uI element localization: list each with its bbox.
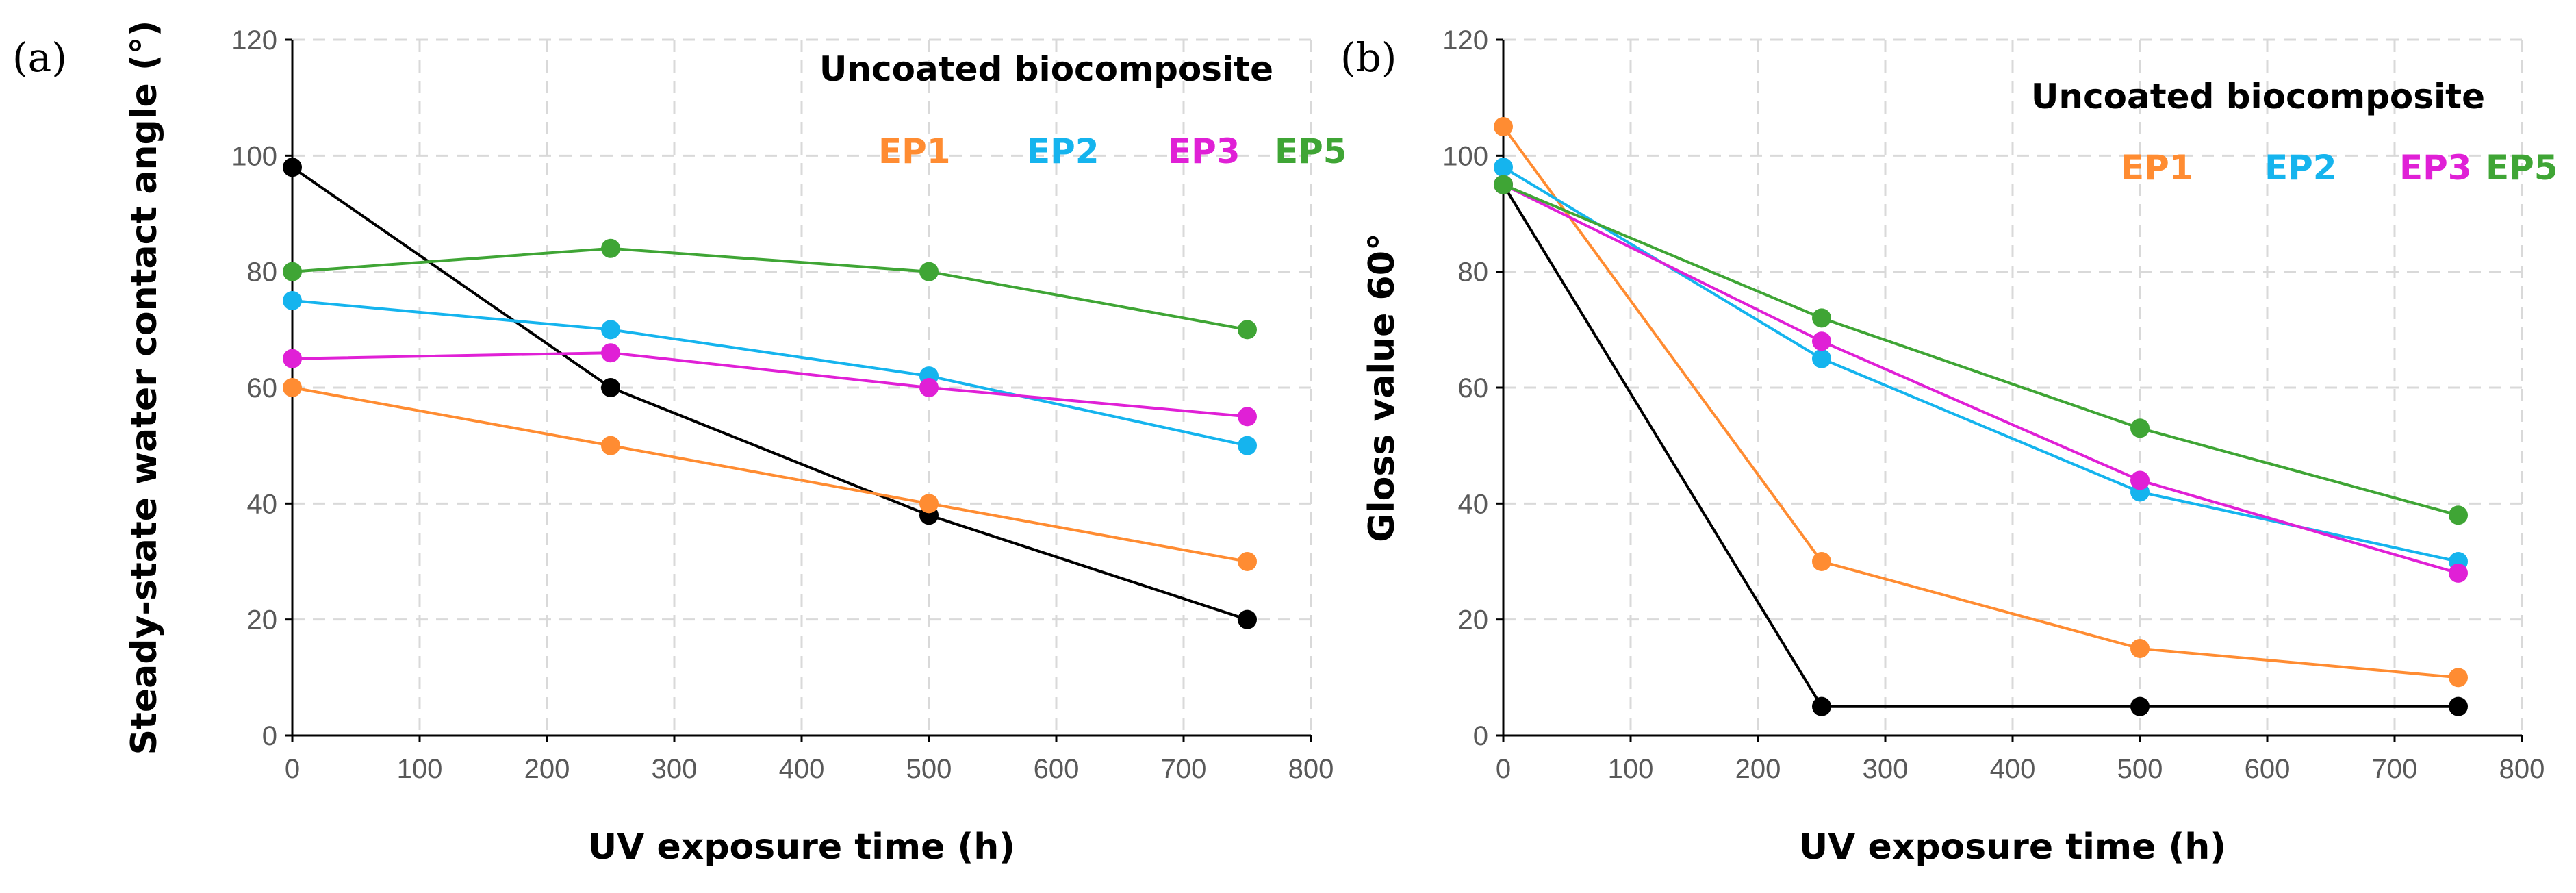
chart-panel-b: 0 20 40 60 80 100 120 0 100 200 300 400 500 600 700 800… xyxy=(1340,25,2558,868)
data-point-ep3 xyxy=(2130,470,2150,490)
data-point-ep1 xyxy=(1494,117,1513,136)
x-tick-label: 200 xyxy=(1735,754,1781,784)
legend-entry-ep3: EP3 xyxy=(1168,131,1240,171)
legend-entry-ep2: EP2 xyxy=(1027,131,1099,171)
x-tick-label: 0 xyxy=(1496,754,1511,784)
y-tick-label: 120 xyxy=(231,25,277,55)
x-tick-label: 600 xyxy=(1034,754,1080,784)
x-tick-label: 400 xyxy=(1990,754,2036,784)
y-tick-label: 20 xyxy=(247,605,278,636)
legend-entry-ep1: EP1 xyxy=(2121,148,2193,188)
data-point-uncoated-biocomposite xyxy=(2130,696,2150,716)
data-point-ep3 xyxy=(919,378,939,397)
y-tick-label: 80 xyxy=(1458,257,1489,288)
data-point-ep5 xyxy=(2449,505,2468,525)
x-tick-label: 800 xyxy=(2499,754,2545,784)
data-point-ep1 xyxy=(2130,639,2150,658)
legend-entry-uncoated: Uncoated biocomposite xyxy=(2031,77,2485,116)
series-line-ep5 xyxy=(292,247,1248,331)
x-tick-label: 200 xyxy=(524,754,570,784)
chart-panel-a: 0 20 40 60 80 100 120 0 100 200 300 400 500 600 700 800… xyxy=(12,21,1347,868)
legend-entry-ep5: EP5 xyxy=(2486,148,2558,188)
data-point-ep1 xyxy=(283,378,302,397)
y-tick-label: 60 xyxy=(247,373,278,403)
panel-label-a: (a) xyxy=(12,34,67,81)
x-tick-label: 100 xyxy=(397,754,443,784)
data-point-ep3 xyxy=(1238,407,1257,427)
data-point-ep5 xyxy=(2130,418,2150,438)
series-line-ep2 xyxy=(292,299,1248,447)
x-tick-label: 100 xyxy=(1608,754,1654,784)
y-tick-label: 80 xyxy=(247,257,278,288)
x-tick-label: 600 xyxy=(2245,754,2291,784)
data-point-ep2 xyxy=(601,320,620,340)
series-line-ep1 xyxy=(1502,125,2459,679)
series-line-ep1 xyxy=(292,386,1248,563)
y-tick-label: 20 xyxy=(1458,605,1489,636)
series-line-ep3 xyxy=(292,351,1248,418)
x-tick-label: 300 xyxy=(652,754,698,784)
x-tick-label: 700 xyxy=(1161,754,1207,784)
panel-label-b: (b) xyxy=(1340,34,1397,81)
data-point-ep5 xyxy=(1238,320,1257,340)
y-tick-label: 0 xyxy=(262,721,277,751)
y-tick-label: 40 xyxy=(247,489,278,519)
y-tick-label: 60 xyxy=(1458,373,1489,403)
data-point-ep3 xyxy=(283,349,302,368)
y-tick-label: 100 xyxy=(231,141,277,171)
data-point-ep3 xyxy=(601,343,620,363)
legend-entry-ep2: EP2 xyxy=(2265,148,2337,188)
data-point-uncoated-biocomposite xyxy=(2449,696,2468,716)
data-point-ep5 xyxy=(1812,308,1831,328)
data-point-ep3 xyxy=(1812,331,1831,351)
data-point-ep1 xyxy=(1238,552,1257,571)
data-point-uncoated-biocomposite xyxy=(1238,609,1257,629)
series-line-uncoated-biocomposite xyxy=(291,166,1248,621)
series-line-ep2 xyxy=(1502,166,2459,563)
x-tick-label: 500 xyxy=(2117,754,2163,784)
data-point-uncoated-biocomposite xyxy=(283,158,302,177)
legend-entry-ep1: EP1 xyxy=(878,131,951,171)
data-point-ep1 xyxy=(601,436,620,455)
y-axis-title: Gloss value 60° xyxy=(1362,233,1403,542)
series-line-ep3 xyxy=(1503,183,2459,575)
legend-entry-uncoated: Uncoated biocomposite xyxy=(819,49,1273,89)
data-point-ep5 xyxy=(1494,175,1513,194)
x-tick-label: 0 xyxy=(285,754,300,784)
x-axis-title: UV exposure time (h) xyxy=(588,827,1015,868)
y-axis-title: Steady-state water contact angle (°) xyxy=(124,21,165,755)
series-line-uncoated-biocomposite xyxy=(1502,184,2458,708)
x-tick-label: 700 xyxy=(2372,754,2418,784)
legend-entry-ep5: EP5 xyxy=(1275,131,1347,171)
x-tick-label: 800 xyxy=(1288,754,1334,784)
data-point-uncoated-biocomposite xyxy=(1812,696,1831,716)
data-point-ep2 xyxy=(283,291,302,310)
data-point-ep5 xyxy=(283,262,302,281)
data-point-ep5 xyxy=(601,238,620,258)
data-point-ep1 xyxy=(2449,668,2468,688)
x-tick-label: 500 xyxy=(906,754,952,784)
x-tick-label: 400 xyxy=(779,754,825,784)
y-tick-label: 120 xyxy=(1442,25,1488,55)
data-point-ep2 xyxy=(1812,349,1831,368)
data-point-uncoated-biocomposite xyxy=(601,378,620,397)
data-point-ep2 xyxy=(1494,158,1513,177)
data-point-ep3 xyxy=(2449,563,2468,583)
x-axis-title: UV exposure time (h) xyxy=(1799,827,2226,868)
data-point-ep1 xyxy=(1812,552,1831,571)
legend-entry-ep3: EP3 xyxy=(2399,148,2472,188)
data-point-ep1 xyxy=(919,494,939,514)
y-tick-label: 0 xyxy=(1473,721,1488,751)
y-tick-label: 100 xyxy=(1442,141,1488,171)
y-tick-label: 40 xyxy=(1458,489,1489,519)
series-line-ep5 xyxy=(1503,183,2459,517)
data-point-ep5 xyxy=(919,262,939,281)
x-tick-label: 300 xyxy=(1863,754,1909,784)
data-point-ep2 xyxy=(1238,436,1257,455)
